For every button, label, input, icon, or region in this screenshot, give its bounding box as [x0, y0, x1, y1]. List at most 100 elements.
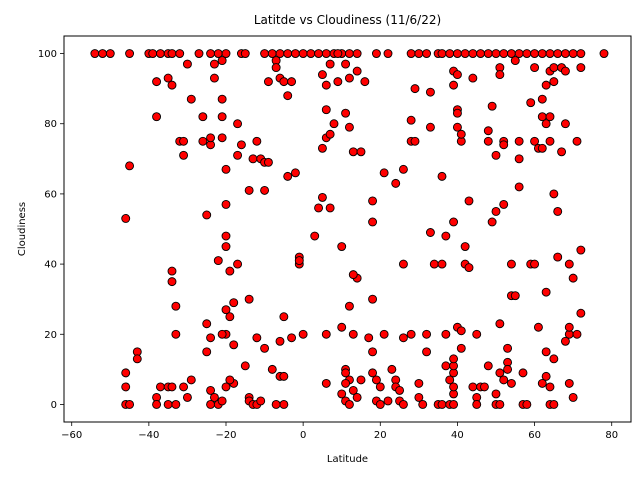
scatter-point — [437, 259, 447, 269]
scatter-point — [514, 154, 524, 164]
scatter-point — [283, 91, 293, 101]
scatter-point — [132, 354, 142, 364]
scatter-point — [344, 73, 354, 83]
scatter-point — [568, 49, 578, 58]
scatter-point — [549, 63, 559, 73]
scatter-point — [167, 277, 177, 287]
scatter-point — [537, 143, 547, 153]
scatter-point — [406, 49, 416, 58]
scatter-point — [398, 400, 408, 409]
y-axis-ticks: 0 20 40 60 80 100 — [38, 49, 64, 411]
scatter-point — [368, 347, 378, 357]
scatter-point — [530, 136, 540, 146]
scatter-point — [352, 392, 362, 402]
scatter-point — [317, 192, 327, 202]
scatter-point — [217, 329, 227, 339]
scatter-point — [321, 329, 331, 339]
scatter-point — [437, 400, 447, 409]
scatter-point — [179, 150, 189, 160]
scatter-point — [452, 70, 462, 80]
scatter-point — [468, 49, 478, 58]
scatter-point — [240, 49, 250, 58]
scatter-point — [499, 375, 509, 385]
scatter-point — [375, 400, 385, 409]
scatter-point — [260, 343, 270, 353]
scatter-point — [263, 157, 273, 167]
scatter-point — [221, 164, 231, 174]
scatter-point — [333, 77, 343, 87]
scatter-point — [510, 291, 520, 301]
scatter-point — [333, 49, 343, 58]
scatter-point — [452, 122, 462, 132]
scatter-point — [549, 400, 559, 409]
scatter-point — [221, 242, 231, 251]
scatter-point — [252, 333, 262, 343]
scatter-point — [90, 49, 100, 58]
scatter-point — [491, 207, 501, 216]
scatter-point — [287, 77, 297, 87]
scatter-point — [348, 270, 358, 280]
scatter-point — [229, 340, 239, 350]
scatter-point — [248, 154, 258, 164]
scatter-point — [260, 49, 270, 58]
scatter-point — [518, 368, 528, 378]
scatter-point — [225, 266, 235, 276]
scatter-point — [125, 161, 135, 171]
scatter-point — [341, 378, 351, 388]
scatter-point — [209, 73, 219, 83]
scatter-point — [337, 242, 347, 251]
scatter-point — [406, 115, 416, 125]
scatter-point — [221, 231, 231, 241]
y-tick-label: 80 — [44, 119, 57, 130]
scatter-point — [175, 49, 185, 58]
scatter-point — [441, 231, 451, 241]
scatter-point — [449, 354, 459, 364]
scatter-point — [271, 63, 281, 73]
scatter-point — [252, 136, 262, 146]
scatter-point — [256, 396, 266, 406]
scatter-point — [468, 382, 478, 392]
scatter-point — [510, 56, 520, 66]
scatter-point — [325, 129, 335, 139]
scatter-point — [279, 371, 289, 381]
scatter-point — [398, 333, 408, 343]
scatter-point — [491, 150, 501, 160]
scatter-point — [553, 207, 563, 216]
scatter-point — [267, 364, 277, 374]
scatter-point — [206, 400, 216, 409]
scatter-point — [441, 361, 451, 371]
scatter-point — [206, 333, 216, 343]
x-tick-label: 0 — [300, 430, 306, 441]
scatter-point — [429, 259, 439, 269]
scatter-point — [217, 56, 227, 66]
scatter-point — [537, 49, 547, 58]
scatter-point — [325, 59, 335, 69]
scatter-point — [202, 347, 212, 357]
scatter-point — [233, 150, 243, 160]
scatter-point — [263, 77, 273, 87]
scatter-point — [379, 329, 389, 339]
scatter-point — [437, 171, 447, 181]
scatter-point — [364, 333, 374, 343]
scatter-point — [206, 385, 216, 395]
scatter-point — [314, 49, 324, 58]
scatter-point — [179, 136, 189, 146]
y-tick-label: 60 — [44, 189, 57, 200]
scatter-point — [522, 400, 532, 409]
scatter-point — [244, 185, 254, 195]
scatter-point — [422, 49, 432, 58]
scatter-point — [495, 319, 505, 329]
scatter-point — [379, 168, 389, 178]
scatter-point — [452, 108, 462, 118]
scatter-point — [568, 273, 578, 283]
scatter-point — [209, 59, 219, 69]
scatter-point — [483, 361, 493, 371]
scatter-point — [348, 329, 358, 339]
scatter-point — [425, 228, 435, 237]
scatter-point — [464, 263, 474, 273]
scatter-point — [560, 49, 570, 58]
scatter-point — [321, 80, 331, 90]
scatter-point — [279, 312, 289, 322]
